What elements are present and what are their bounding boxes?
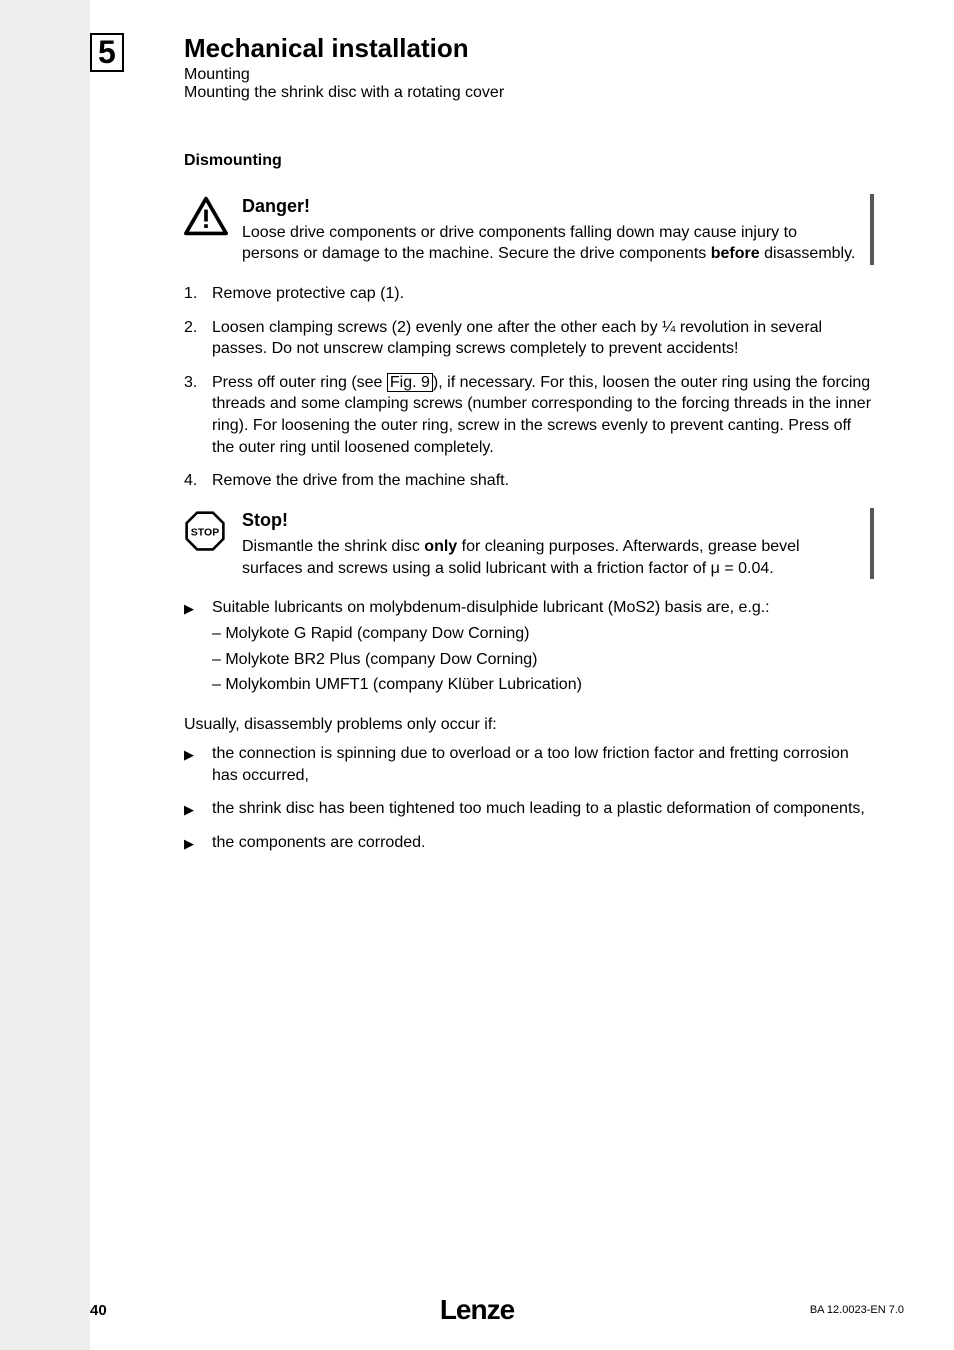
danger-body: Danger! Loose drive components or drive … xyxy=(242,194,858,265)
step-num: 4. xyxy=(184,470,212,492)
lubricants-block: ▶ Suitable lubricants on molybdenum-disu… xyxy=(184,597,874,699)
lubricants-intro: Suitable lubricants on molybdenum-disulp… xyxy=(212,599,770,616)
arrow-icon: ▶ xyxy=(184,798,212,820)
danger-text-bold: before xyxy=(711,245,760,262)
danger-text: Loose drive components or drive componen… xyxy=(242,222,858,265)
step-2: 2. Loosen clamping screws (2) evenly one… xyxy=(184,317,874,360)
lubricants-text: Suitable lubricants on molybdenum-disulp… xyxy=(212,597,874,699)
lubricant-2: – Molykote BR2 Plus (company Dow Corning… xyxy=(212,649,874,671)
danger-icon xyxy=(184,196,232,243)
problem-text: the components are corroded. xyxy=(212,832,874,854)
problem-item: ▶ the shrink disc has been tightened too… xyxy=(184,798,874,820)
arrow-icon: ▶ xyxy=(184,832,212,854)
step-num: 2. xyxy=(184,317,212,360)
stop-text: Dismantle the shrink disc only for clean… xyxy=(242,536,858,579)
problem-text: the connection is spinning due to overlo… xyxy=(212,743,874,786)
step3-pre: Press off outer ring (see xyxy=(212,374,387,391)
arrow-icon: ▶ xyxy=(184,743,212,786)
lubricant-3: – Molykombin UMFT1 (company Klüber Lubri… xyxy=(212,674,874,696)
stop-icon: STOP xyxy=(184,510,232,559)
dismounting-heading: Dismounting xyxy=(184,150,874,172)
page-number: 40 xyxy=(90,1302,107,1319)
problem-item: ▶ the components are corroded. xyxy=(184,832,874,854)
doc-reference: BA 12.0023-EN 7.0 xyxy=(810,1304,904,1316)
step-text: Loosen clamping screws (2) evenly one af… xyxy=(212,317,874,360)
header-subtitle-2: Mounting the shrink disc with a rotating… xyxy=(184,84,504,102)
sidebar-strip xyxy=(0,0,90,1350)
main-content: Dismounting Danger! Loose drive componen… xyxy=(184,150,874,868)
stop-text-pre: Dismantle the shrink disc xyxy=(242,538,424,555)
danger-text-post: disassembly. xyxy=(760,245,856,262)
problem-item: ▶ the connection is spinning due to over… xyxy=(184,743,874,786)
stop-text-bold: only xyxy=(424,538,457,555)
stop-callout: STOP Stop! Dismantle the shrink disc onl… xyxy=(184,508,874,579)
problems-list: ▶ the connection is spinning due to over… xyxy=(184,743,874,853)
dismounting-steps: 1. Remove protective cap (1). 2. Loosen … xyxy=(184,283,874,492)
danger-callout: Danger! Loose drive components or drive … xyxy=(184,194,874,265)
stop-title: Stop! xyxy=(242,508,858,532)
header-subtitle-1: Mounting xyxy=(184,66,504,84)
step-text: Press off outer ring (see Fig. 9), if ne… xyxy=(212,372,874,458)
step-1: 1. Remove protective cap (1). xyxy=(184,283,874,305)
svg-text:STOP: STOP xyxy=(191,526,219,538)
step-4: 4. Remove the drive from the machine sha… xyxy=(184,470,874,492)
step-text: Remove the drive from the machine shaft. xyxy=(212,470,874,492)
arrow-icon: ▶ xyxy=(184,597,212,699)
lubricants-list: – Molykote G Rapid (company Dow Corning)… xyxy=(212,623,874,696)
step-num: 1. xyxy=(184,283,212,305)
lenze-logo: Lenze xyxy=(440,1294,514,1326)
problem-text: the shrink disc has been tightened too m… xyxy=(212,798,874,820)
problems-intro: Usually, disassembly problems only occur… xyxy=(184,714,874,736)
lubricant-1: – Molykote G Rapid (company Dow Corning) xyxy=(212,623,874,645)
step-num: 3. xyxy=(184,372,212,458)
stop-body: Stop! Dismantle the shrink disc only for… xyxy=(242,508,858,579)
step-3: 3. Press off outer ring (see Fig. 9), if… xyxy=(184,372,874,458)
step-text: Remove protective cap (1). xyxy=(212,283,874,305)
chapter-number: 5 xyxy=(90,33,124,72)
page-header: Mechanical installation Mounting Mountin… xyxy=(184,33,504,102)
lubricants-item: ▶ Suitable lubricants on molybdenum-disu… xyxy=(184,597,874,699)
figure-link[interactable]: Fig. 9 xyxy=(387,373,433,392)
chapter-title: Mechanical installation xyxy=(184,33,504,64)
danger-title: Danger! xyxy=(242,194,858,218)
